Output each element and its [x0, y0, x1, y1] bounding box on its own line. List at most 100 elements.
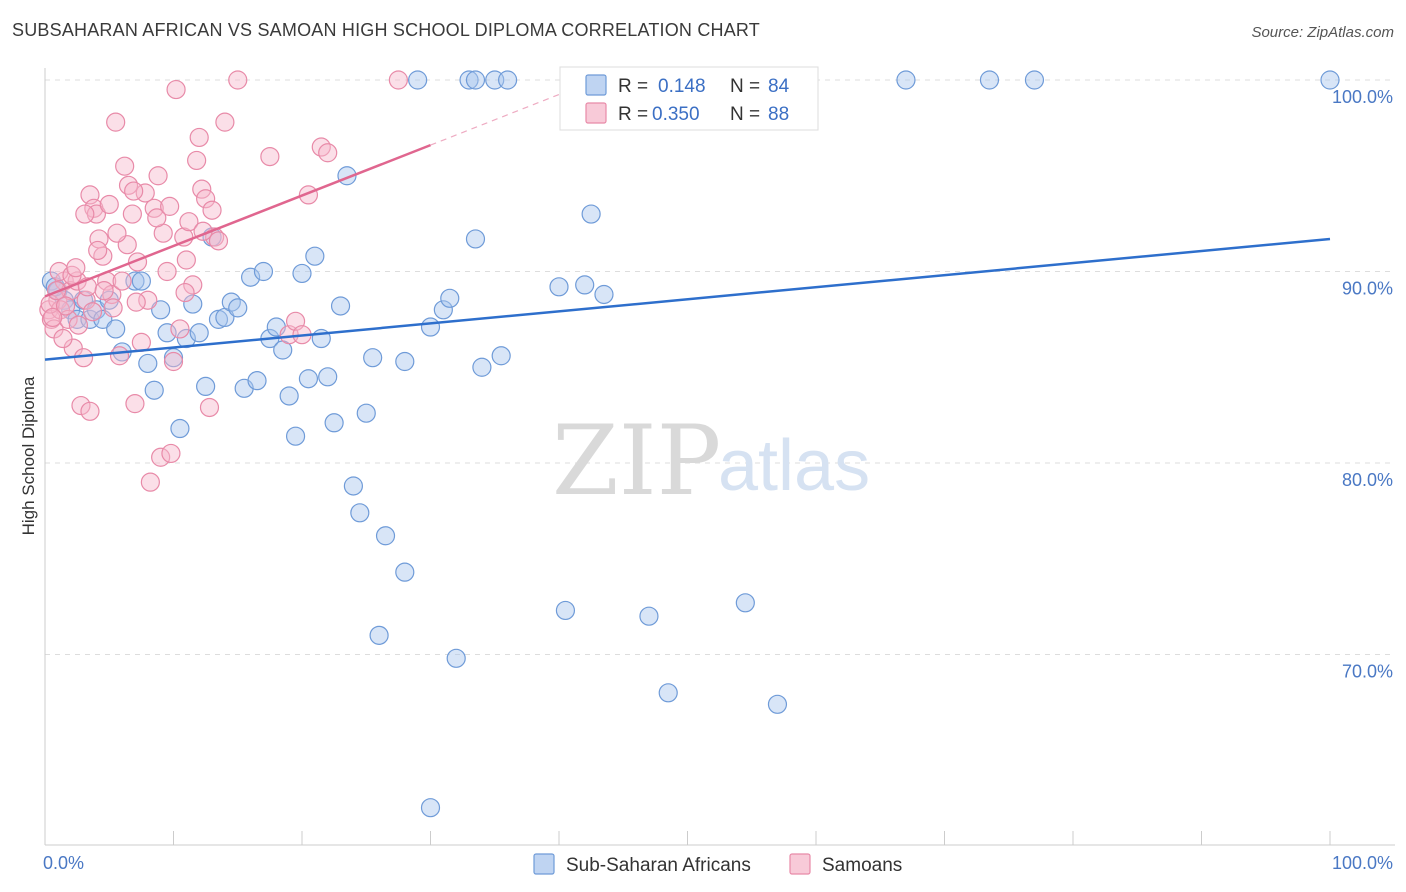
point-samoan — [157, 261, 177, 282]
point-subsaharan — [292, 263, 312, 284]
point-subsaharan — [369, 625, 389, 645]
bottom-legend-label-blue: Sub-Saharan Africans — [566, 855, 751, 876]
point-subsaharan — [189, 323, 209, 343]
point-samoan — [318, 143, 338, 163]
y-tick-labels: 70.0% 80.0% 90.0% 100.0% — [1332, 87, 1393, 682]
point-subsaharan — [305, 246, 325, 266]
point-samoan — [192, 179, 212, 199]
point-subsaharan — [594, 284, 614, 305]
point-subsaharan — [639, 606, 659, 626]
bottom-legend-label-pink: Samoans — [822, 855, 902, 876]
point-samoan — [82, 302, 103, 322]
point-subsaharan — [375, 526, 396, 546]
point-subsaharan — [144, 380, 164, 400]
point-subsaharan — [408, 70, 428, 90]
legend-n-label-pink: N = — [730, 104, 760, 125]
point-samoan — [147, 208, 167, 228]
point-samoan — [189, 127, 209, 148]
chart-source: Source: ZipAtlas.com — [1251, 24, 1394, 41]
point-samoan — [175, 282, 195, 303]
point-samoan — [176, 250, 196, 270]
point-samoan — [112, 271, 132, 291]
chart-title: SUBSAHARAN AFRICAN VS SAMOAN HIGH SCHOOL… — [12, 20, 761, 40]
point-samoan — [118, 175, 139, 195]
point-subsaharan — [183, 294, 203, 314]
point-samoan — [55, 296, 76, 316]
point-subsaharan — [472, 357, 492, 377]
point-subsaharan — [279, 386, 299, 406]
legend-n-value-blue: 84 — [768, 76, 790, 97]
point-subsaharan — [658, 683, 678, 703]
point-samoan — [170, 319, 190, 339]
point-subsaharan — [228, 298, 248, 318]
point-samoan — [148, 166, 168, 186]
point-samoan — [88, 240, 108, 261]
legend-n-value-pink: 88 — [768, 104, 789, 125]
point-samoan — [50, 300, 71, 320]
point-samoan — [161, 443, 181, 464]
y-tick-label: 90.0% — [1342, 279, 1393, 299]
point-subsaharan — [767, 694, 788, 714]
point-samoan — [140, 472, 160, 492]
point-subsaharan — [420, 798, 441, 818]
point-subsaharan — [356, 403, 376, 423]
point-samoan — [86, 204, 107, 224]
point-subsaharan — [446, 648, 466, 668]
x-tick-labels: 0.0% 100.0% — [43, 853, 1393, 873]
y-tick-label: 80.0% — [1342, 470, 1393, 490]
point-subsaharan — [298, 369, 319, 389]
point-samoan — [183, 275, 203, 295]
axes — [44, 68, 1395, 846]
bottom-legend: Sub-Saharan Africans Samoans — [533, 853, 902, 876]
point-subsaharan — [253, 261, 274, 282]
point-samoan — [115, 156, 135, 176]
legend-r-label-blue: R = — [618, 76, 648, 97]
legend-r-value-blue: 0.148 — [658, 76, 706, 97]
point-subsaharan — [1024, 70, 1045, 90]
point-subsaharan — [896, 70, 916, 90]
legend-n-label-blue: N = — [730, 76, 760, 97]
point-samoan — [107, 223, 127, 243]
point-subsaharan — [363, 348, 383, 368]
point-samoan — [131, 332, 151, 352]
point-samoan — [122, 204, 142, 224]
point-samoan — [215, 112, 235, 132]
point-samoan — [202, 200, 222, 220]
point-samoan — [228, 70, 248, 90]
point-samoan — [109, 346, 130, 366]
point-subsaharan — [575, 275, 595, 295]
watermark-zip: ZIP — [552, 405, 721, 517]
point-samoan — [103, 298, 123, 318]
trend-line-subsaharan — [44, 237, 1331, 361]
watermark: ZIP atlas — [552, 405, 870, 517]
point-subsaharan — [151, 300, 171, 320]
point-subsaharan — [498, 70, 518, 90]
legend-box: R = 0.148 N = 84 R = 0.350 N = 88 — [559, 66, 819, 131]
point-samoan — [124, 181, 144, 201]
point-samoan — [166, 79, 186, 100]
x-tick-label-min: 0.0% — [43, 853, 84, 873]
point-samoan — [80, 401, 100, 421]
point-subsaharan — [395, 351, 415, 372]
point-subsaharan — [735, 593, 755, 613]
point-subsaharan — [285, 426, 306, 446]
point-subsaharan — [395, 562, 415, 582]
y-tick-label: 70.0% — [1342, 662, 1393, 682]
legend-swatch-blue — [585, 74, 607, 96]
point-samoan — [126, 292, 146, 312]
point-samoan — [388, 70, 408, 90]
bottom-legend-swatch-blue — [533, 853, 555, 875]
y-tick-label: 100.0% — [1332, 87, 1393, 107]
point-subsaharan — [247, 371, 267, 391]
point-samoan — [66, 258, 86, 278]
point-samoan — [125, 394, 145, 414]
bottom-legend-swatch-pink — [789, 853, 811, 875]
grid-lines — [45, 79, 1395, 655]
point-samoan — [68, 315, 89, 335]
point-samoan — [199, 397, 220, 418]
point-samoan — [160, 196, 180, 216]
legend-swatch-pink — [585, 102, 607, 124]
point-subsaharan — [196, 376, 216, 396]
point-subsaharan — [555, 600, 576, 621]
point-subsaharan — [343, 476, 363, 496]
